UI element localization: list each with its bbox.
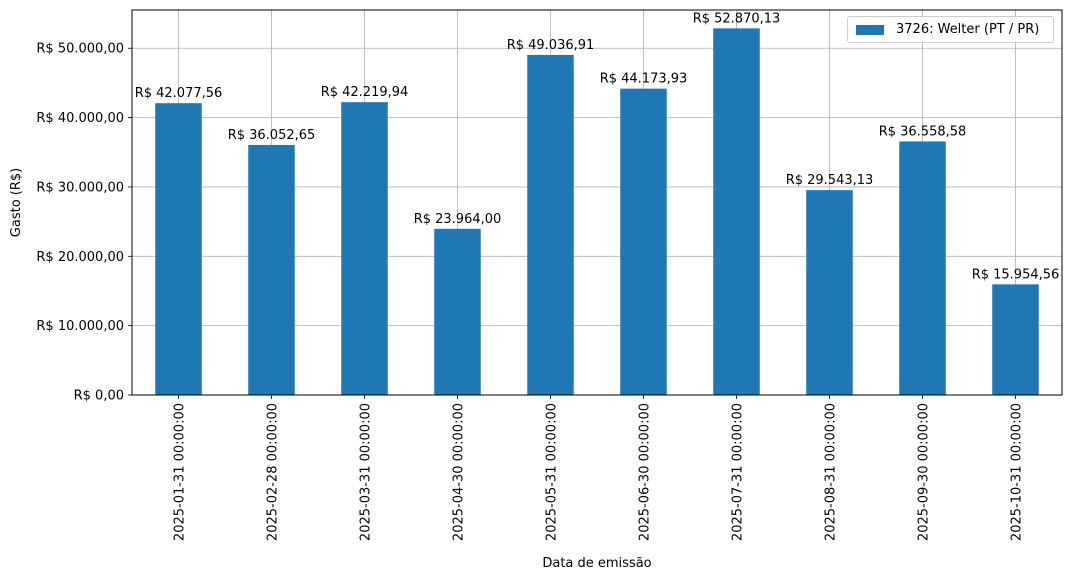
bar bbox=[434, 228, 481, 395]
y-tick-label: R$ 30.000,00 bbox=[36, 180, 124, 195]
bar-value-label: R$ 44.173,93 bbox=[600, 72, 688, 87]
y-tick-label: R$ 0,00 bbox=[74, 389, 124, 404]
bar bbox=[992, 284, 1039, 395]
x-tick-label: 2025-10-31 00:00:00 bbox=[1010, 403, 1025, 541]
y-axis-ticks: R$ 0,00 R$ 10.000,00 R$ 20.000,00 R$ 30.000… bbox=[36, 42, 132, 404]
x-tick-label: 2025-05-31 00:00:00 bbox=[545, 403, 560, 541]
bar-value-label: R$ 36.558,58 bbox=[879, 124, 967, 139]
x-tick-label: 2025-04-30 00:00:00 bbox=[452, 403, 467, 541]
y-axis-label: Gasto (R$) bbox=[9, 168, 24, 237]
bar-value-label: R$ 36.052,65 bbox=[228, 128, 316, 143]
legend-swatch bbox=[856, 25, 884, 35]
y-tick-label: R$ 50.000,00 bbox=[36, 42, 124, 57]
bars bbox=[155, 28, 1039, 396]
legend-label: 3726: Welter (PT / PR) bbox=[896, 22, 1040, 37]
bar-value-label: R$ 42.219,94 bbox=[321, 85, 409, 100]
bar bbox=[341, 102, 388, 396]
bar-value-label: R$ 52.870,13 bbox=[693, 11, 781, 26]
x-tick-label: 2025-02-28 00:00:00 bbox=[266, 403, 281, 541]
bar-value-label: R$ 15.954,56 bbox=[972, 267, 1060, 282]
x-tick-label: 2025-09-30 00:00:00 bbox=[917, 403, 932, 541]
bar bbox=[527, 54, 574, 395]
x-tick-label: 2025-01-31 00:00:00 bbox=[173, 403, 188, 541]
x-axis-label: Data de emissão bbox=[542, 556, 651, 571]
bar-value-label: R$ 29.543,13 bbox=[786, 173, 874, 188]
bar bbox=[248, 144, 295, 395]
legend: 3726: Welter (PT / PR) bbox=[847, 16, 1054, 43]
bar-value-label: R$ 42.077,56 bbox=[135, 86, 223, 101]
bar-value-label: R$ 23.964,00 bbox=[414, 212, 502, 227]
data-labels: R$ 42.077,56 R$ 36.052,65 R$ 42.219,94 R$ 2… bbox=[135, 11, 1060, 282]
x-tick-label: 2025-08-31 00:00:00 bbox=[824, 403, 839, 541]
bar bbox=[620, 88, 667, 395]
x-axis-ticks: 2025-01-31 00:00:00 2025-02-28 00:00:00 20… bbox=[173, 395, 1025, 541]
bar bbox=[713, 28, 760, 396]
bar bbox=[899, 141, 946, 395]
bar bbox=[806, 190, 853, 395]
y-tick-label: R$ 10.000,00 bbox=[36, 319, 124, 334]
plot-frame bbox=[131, 9, 1063, 396]
y-tick-label: R$ 40.000,00 bbox=[36, 111, 124, 126]
y-tick-label: R$ 20.000,00 bbox=[36, 250, 124, 265]
x-tick-label: 2025-03-31 00:00:00 bbox=[359, 403, 374, 541]
bar bbox=[155, 103, 202, 395]
x-tick-label: 2025-07-31 00:00:00 bbox=[731, 403, 746, 541]
bar-value-label: R$ 49.036,91 bbox=[507, 38, 595, 53]
x-tick-label: 2025-06-30 00:00:00 bbox=[638, 403, 653, 541]
